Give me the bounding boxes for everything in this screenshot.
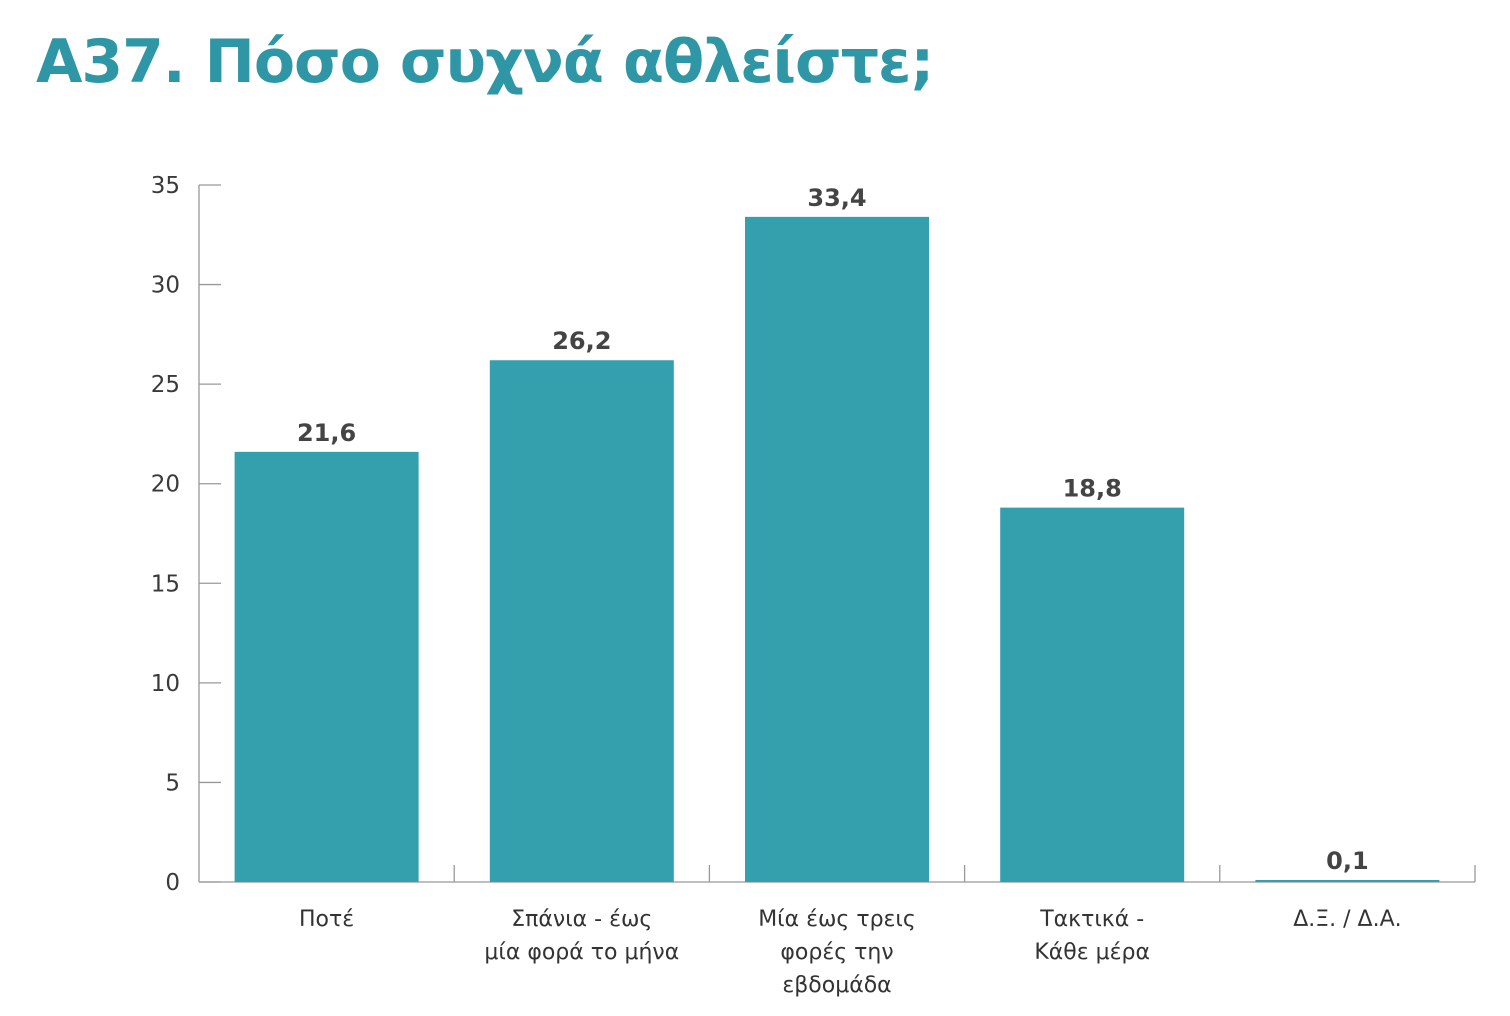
y-tick-label: 10 <box>151 671 180 697</box>
y-tick-label: 5 <box>165 770 180 796</box>
data-label: 26,2 <box>552 327 611 355</box>
y-tick-label: 35 <box>151 173 180 199</box>
y-axis: 0 5 10 15 20 25 30 35 <box>151 173 221 896</box>
y-tick-label: 0 <box>165 870 180 896</box>
x-category-label: Σπάνια - έως <box>511 907 652 932</box>
y-tick-label: 25 <box>151 372 180 398</box>
bar <box>1255 880 1440 882</box>
data-label: 0,1 <box>1326 847 1369 875</box>
x-category-label: Κάθε μέρα <box>1034 940 1150 965</box>
bar <box>1000 507 1185 882</box>
x-category-label: Δ.Ξ. / Δ.Α. <box>1293 907 1401 932</box>
x-category-label: εβδομάδα <box>782 973 891 998</box>
bar <box>489 360 674 882</box>
x-category-label: Τακτικά - <box>1039 907 1144 932</box>
y-tick-label: 15 <box>151 571 180 597</box>
value-labels: 21,6 26,2 33,4 18,8 0,1 <box>297 184 1369 875</box>
y-tick-label: 20 <box>151 472 180 498</box>
x-category-label: Μία έως τρεις <box>758 907 916 932</box>
bars <box>234 216 1440 882</box>
bar <box>234 451 419 882</box>
x-category-label: φορές την <box>780 940 893 965</box>
data-label: 21,6 <box>297 419 356 447</box>
bar <box>745 216 929 882</box>
y-tick-label: 30 <box>151 273 180 299</box>
x-category-label: μία φορά το μήνα <box>484 940 679 965</box>
chart-title: Α37. Πόσο συχνά αθλείστε; <box>36 27 934 97</box>
category-labels: Ποτέ Σπάνια - έως μία φορά το μήνα Μία έως … <box>299 907 1402 998</box>
x-category-label: Ποτέ <box>299 907 354 932</box>
data-label: 33,4 <box>807 184 866 212</box>
data-label: 18,8 <box>1063 475 1122 503</box>
